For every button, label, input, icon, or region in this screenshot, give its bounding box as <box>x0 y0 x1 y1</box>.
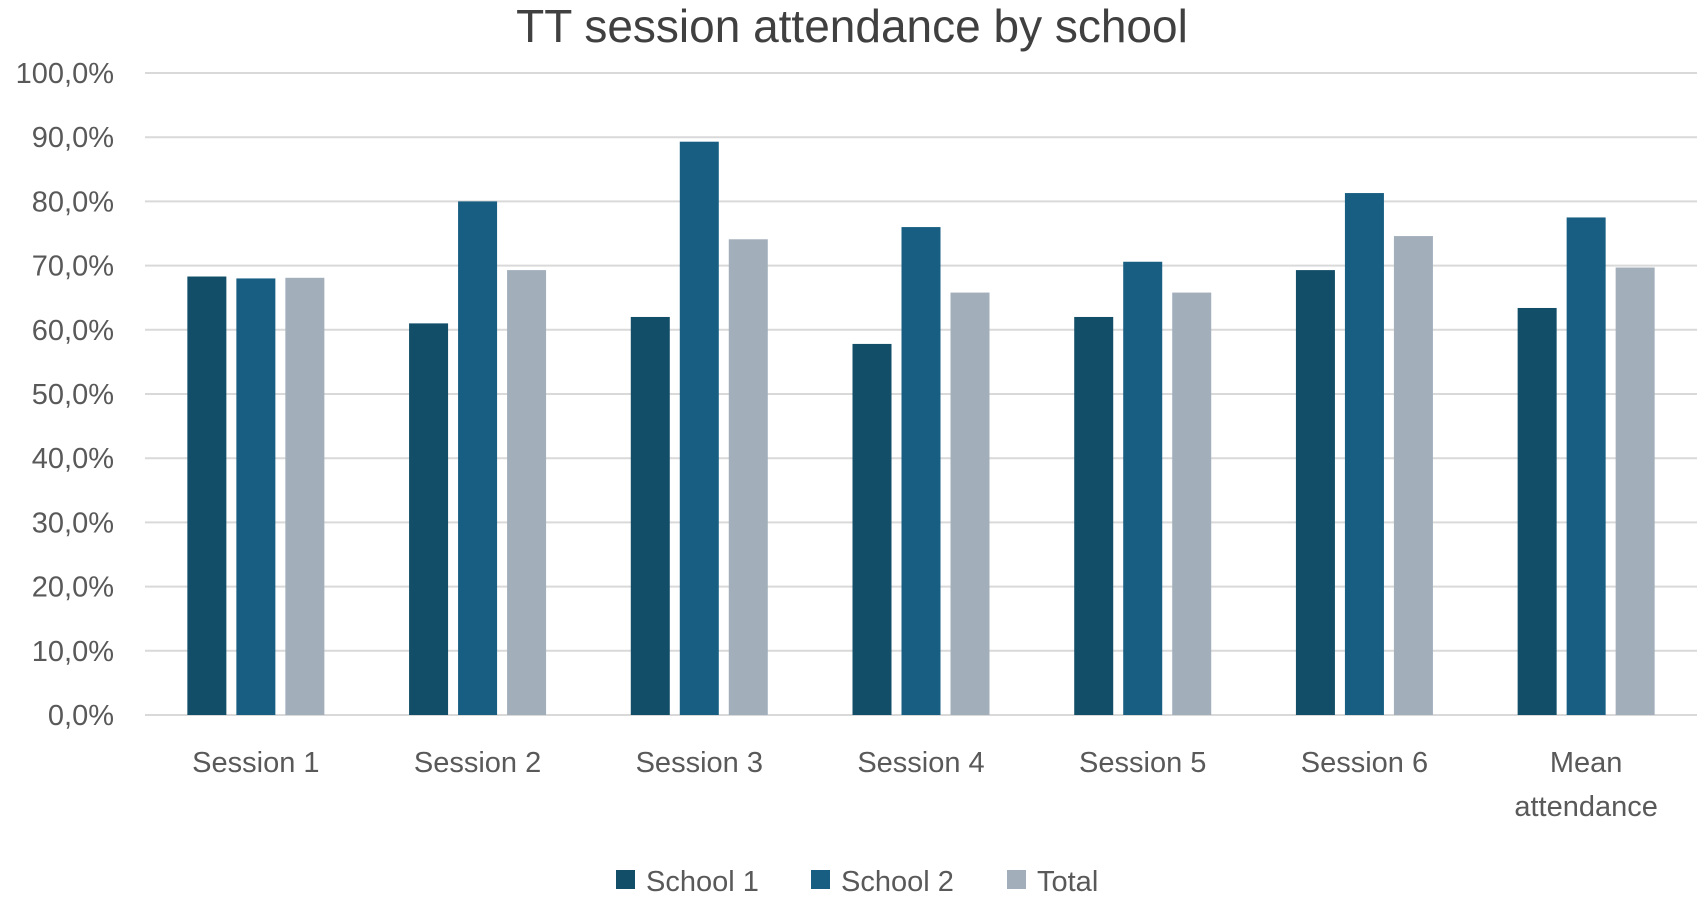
category-label-line: Session 1 <box>192 747 319 779</box>
legend-label: School 1 <box>646 866 759 898</box>
bar-school-1 <box>187 276 227 715</box>
bar-school-2 <box>458 201 498 715</box>
legend-swatch <box>811 870 830 889</box>
bar-school-1 <box>1517 307 1557 715</box>
legend-swatch <box>1007 870 1026 889</box>
category-label: Session 6 <box>1301 747 1428 779</box>
category-label: Session 1 <box>192 747 319 779</box>
category-label-line: Session 5 <box>1079 747 1206 779</box>
x-axis-categories: Session 1 Session 2 Session 3 Session 4 Sess… <box>192 747 1658 823</box>
y-tick-label: 30,0% <box>32 507 114 539</box>
legend-label: Total <box>1037 866 1098 898</box>
chart-title: TT session attendance by school <box>516 0 1188 52</box>
bar-total <box>728 239 768 715</box>
category-label-line: Session 3 <box>636 747 763 779</box>
category-label: Session 5 <box>1079 747 1206 779</box>
category-label-line: Session 2 <box>414 747 541 779</box>
y-tick-label: 40,0% <box>32 443 114 475</box>
bar-total <box>1172 292 1212 715</box>
category-label-line: attendance <box>1514 791 1658 823</box>
y-tick-label: 70,0% <box>32 251 114 283</box>
category-label: Mean attendance <box>1514 747 1658 823</box>
legend-item: Total <box>1007 866 1098 898</box>
category-label: Session 2 <box>414 747 541 779</box>
legend-label: School 2 <box>841 866 954 898</box>
y-tick-label: 90,0% <box>32 122 114 154</box>
category-label-line: Session 6 <box>1301 747 1428 779</box>
bar-school-1 <box>1295 270 1335 715</box>
bar-total <box>285 277 325 715</box>
bar-school-1 <box>630 316 670 715</box>
bar-total <box>950 292 990 715</box>
y-tick-label: 60,0% <box>32 315 114 347</box>
category-label: Session 4 <box>857 747 984 779</box>
bar-school-1 <box>852 343 892 715</box>
legend-item: School 1 <box>616 866 759 898</box>
legend-item: School 2 <box>811 866 954 898</box>
bar-school-2 <box>1566 217 1606 715</box>
legend: School 1 School 2 Total <box>616 866 1098 898</box>
y-tick-label: 80,0% <box>32 186 114 218</box>
bar-total <box>507 270 547 715</box>
bar-school-2 <box>1123 261 1163 715</box>
bar-school-1 <box>1074 316 1114 715</box>
y-tick-label: 20,0% <box>32 572 114 604</box>
bars <box>187 141 1655 716</box>
legend-swatch <box>616 870 635 889</box>
bar-total <box>1393 236 1433 715</box>
y-axis-ticks: 0,0% 10,0% 20,0% 30,0% 40,0% 50,0% 60,0% 70,0% 8… <box>16 58 114 732</box>
bar-school-2 <box>901 227 941 715</box>
y-tick-label: 10,0% <box>32 636 114 668</box>
y-tick-label: 100,0% <box>16 58 114 90</box>
bar-school-2 <box>679 141 719 716</box>
bar-school-2 <box>1344 193 1384 715</box>
bar-total <box>1615 267 1655 715</box>
category-label-line: Mean <box>1550 747 1623 779</box>
bar-school-1 <box>409 323 449 715</box>
y-tick-label: 50,0% <box>32 379 114 411</box>
category-label: Session 3 <box>636 747 763 779</box>
category-label-line: Session 4 <box>857 747 984 779</box>
y-tick-label: 0,0% <box>48 700 114 732</box>
bar-school-2 <box>236 278 276 715</box>
